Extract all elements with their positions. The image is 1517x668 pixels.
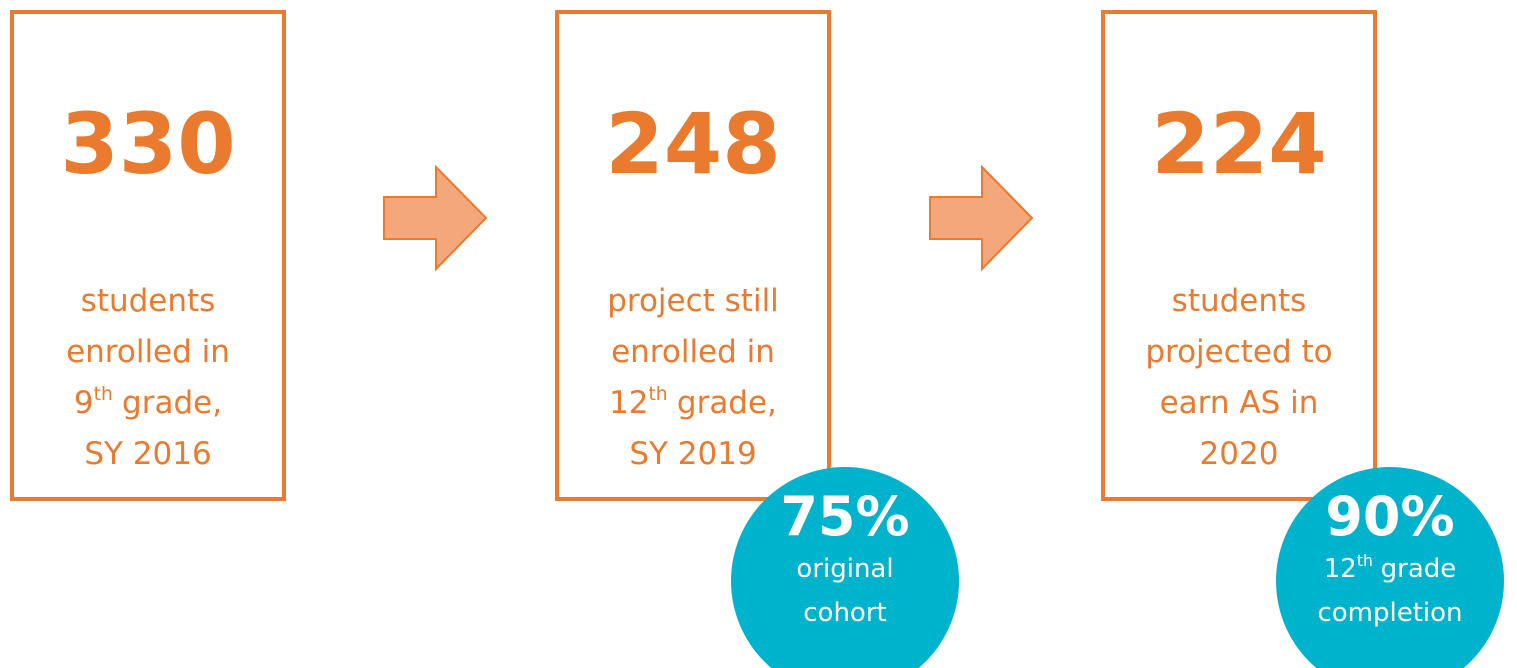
text-line: enrolled in [66,334,230,370]
stat-number: 224 [1151,95,1327,193]
stat-box: 330 students enrolled in 9th grade, SY 2016 [10,10,286,501]
percent-badge: 75% original cohort [731,467,959,668]
text-part: 12 [609,385,649,421]
text-line: enrolled in [611,334,775,370]
stat-box: 224 students projected to earn AS in 2020 [1101,10,1377,501]
stat-box: 248 project still enrolled in 12th grade, SY … [555,10,831,501]
text-line: SY 2019 [629,436,757,472]
text-line: 2020 [1199,436,1279,472]
arrow [383,165,488,272]
stat-number: 330 [60,95,236,193]
text-line: students [1171,283,1307,319]
stat-label: students projected to earn AS in 2020 [1105,276,1373,480]
text-line: 9th grade, [14,378,282,429]
superscript: th [648,383,668,405]
text-part: grade, [122,385,223,421]
superscript: th [93,383,113,405]
text-line: 12th grade [1276,547,1504,591]
text-line: 12th grade, [559,378,827,429]
text-line: earn AS in [1159,385,1319,421]
badge-percent: 90% [1325,485,1455,548]
text-part: 9 [73,385,94,421]
superscript: th [1356,552,1373,571]
text-part: 12 [1323,554,1357,584]
stat-number: 248 [605,95,781,193]
badge-label: 12th grade completion [1276,547,1504,635]
stat-label: project still enrolled in 12th grade, SY 201… [559,276,827,480]
badge-label: original cohort [731,547,959,635]
text-part: grade, [676,385,777,421]
text-line: SY 2016 [84,436,212,472]
stat-label: students enrolled in 9th grade, SY 2016 [14,276,282,480]
text-line: project still [607,283,779,319]
arrow [929,165,1034,272]
text-line: original [796,554,894,584]
percent-badge: 90% 12th grade completion [1276,467,1504,668]
badge-percent: 75% [780,485,910,548]
text-part: grade [1380,554,1457,584]
text-line: cohort [803,598,887,628]
text-line: completion [1317,598,1463,628]
text-line: students [80,283,216,319]
text-line: projected to [1145,334,1333,370]
